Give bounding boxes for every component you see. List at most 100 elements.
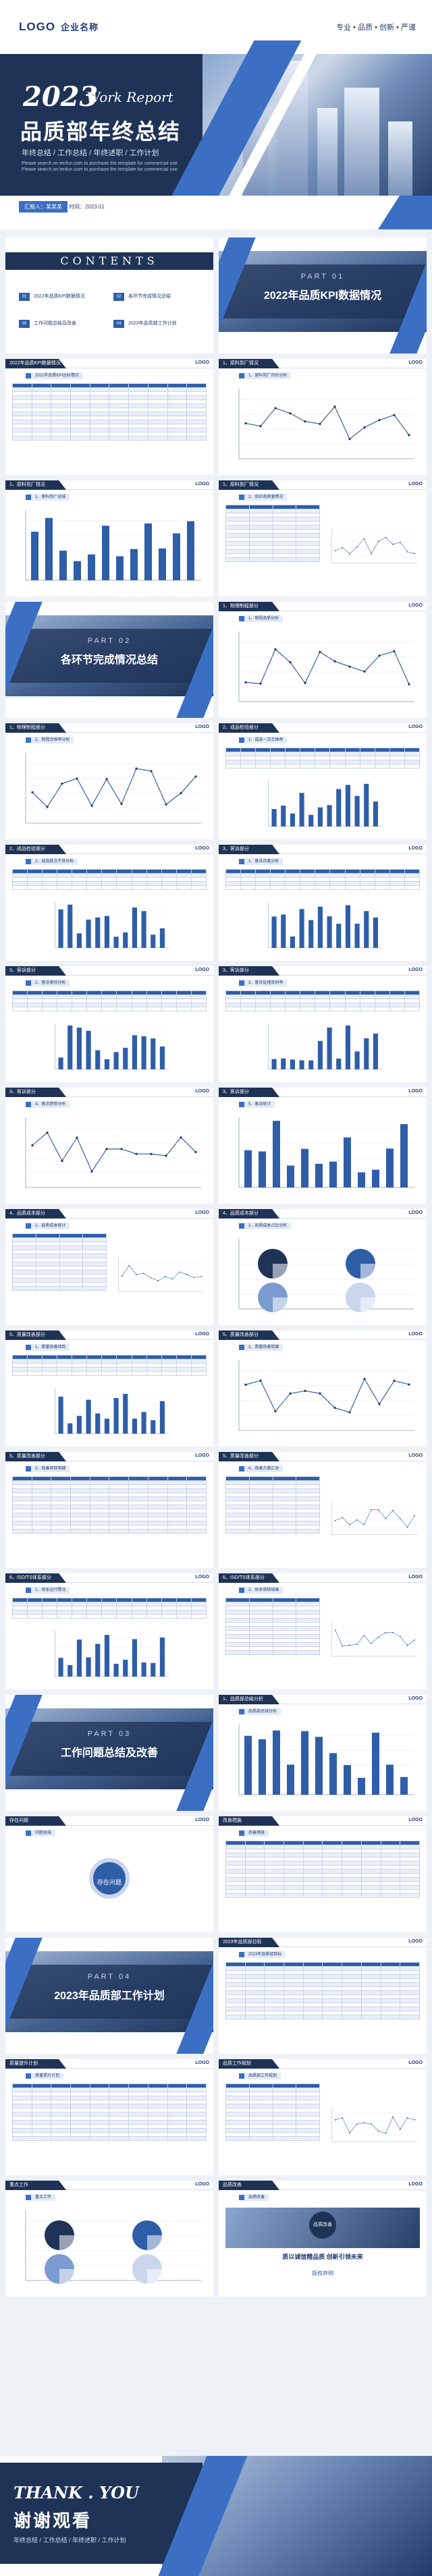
divider-band xyxy=(5,1722,213,1776)
slide-section-label: 3、客诉部分 xyxy=(5,1088,66,1097)
slide-header: 5、质量改善部分 LOGO xyxy=(219,1452,427,1461)
slide-logo: LOGO xyxy=(195,725,209,729)
ending-thank-you: THANK . YOU xyxy=(14,2483,139,2502)
table-row xyxy=(225,1513,320,1517)
table-cell xyxy=(186,2136,207,2141)
chart-point xyxy=(304,1389,306,1393)
slide-subtitle: 2、制程合格率分析 xyxy=(25,737,74,744)
slide-body xyxy=(12,1476,207,1561)
table-row xyxy=(11,1598,207,1602)
slide-body xyxy=(225,383,420,468)
chart-point xyxy=(363,1378,366,1380)
slide-body xyxy=(11,869,207,954)
table-cell xyxy=(72,1007,88,1011)
chart-axis xyxy=(331,2108,418,2143)
slide-section-label: 5、质量改善部分 xyxy=(219,1331,279,1340)
slide-subtitle: 1、制程品质分析 xyxy=(238,615,284,622)
contents-item[interactable]: 01 2022年品质KPI数据情况 xyxy=(19,291,85,302)
slide-body xyxy=(12,748,207,833)
chart-bar xyxy=(287,1764,294,1795)
table-cell xyxy=(225,1650,250,1655)
table-cell xyxy=(296,1650,320,1655)
slide-body xyxy=(225,1841,420,1926)
contents-item-label: 各环节完成情况总结 xyxy=(128,294,171,299)
slide-logo: LOGO xyxy=(195,1332,209,1337)
table-row xyxy=(12,1492,207,1497)
divider-band xyxy=(219,264,427,318)
chart-point xyxy=(393,414,396,416)
table-cell xyxy=(57,1614,73,1619)
table-cell xyxy=(109,1529,130,1534)
contents-title: CONTENTS xyxy=(5,252,213,270)
chart-bar xyxy=(400,1124,408,1187)
chart-bar xyxy=(373,1033,378,1069)
slide-body xyxy=(11,1598,207,1683)
slide-header: 质量提升计划 LOGO xyxy=(5,2059,213,2069)
slide-chart-area xyxy=(225,777,420,833)
chart-point xyxy=(363,1524,365,1525)
table-cell xyxy=(374,885,390,890)
chart-point xyxy=(135,1152,138,1155)
table-cell xyxy=(147,1529,168,1534)
table-row xyxy=(11,1371,207,1376)
table-cell xyxy=(161,1614,177,1619)
table-cell xyxy=(285,885,301,890)
chart-point xyxy=(348,438,351,441)
chart-bar xyxy=(315,1163,323,1187)
slide-header: 6、ISO/TS体系部分 LOGO xyxy=(5,1573,213,1583)
chart-bar xyxy=(141,1411,146,1434)
table-cell xyxy=(264,1893,285,1898)
pie-chart-graphic xyxy=(238,1239,414,1312)
chart-point xyxy=(414,1515,415,1517)
chart-bar xyxy=(273,1121,280,1187)
chart-bar xyxy=(132,1418,137,1434)
chart-point xyxy=(385,1631,387,1633)
table-cell xyxy=(248,1529,273,1534)
chart-bar xyxy=(104,916,109,948)
table-cell xyxy=(51,436,72,441)
slide-section-label: 质量提升计划 xyxy=(5,2059,66,2069)
table-cell xyxy=(57,1371,73,1376)
chart-point xyxy=(179,1271,180,1273)
slide-header: 1、原料到厂情况 LOGO xyxy=(219,359,427,368)
chart-bar xyxy=(116,556,124,580)
slide-subtitle: 3、改善项目明细 xyxy=(25,1465,70,1472)
bar-chart-graphic xyxy=(268,781,383,827)
chart-axis xyxy=(268,1024,383,1070)
table-cell xyxy=(322,1893,343,1898)
report-slide: 3、客诉部分 LOGO 4、客诉趋势分析 xyxy=(5,1088,213,1204)
slide-logo: LOGO xyxy=(408,1089,423,1094)
table-cell xyxy=(225,557,250,562)
chart-bar xyxy=(102,526,109,580)
cover-slide: LOGO 企业名称 专业 • 品质 • 创新 • 严谨 2023 Work Rep… xyxy=(0,0,432,229)
line-chart-graphic xyxy=(331,529,418,564)
table-cell xyxy=(302,1893,323,1898)
slide-section-label: 6、ISO/TS体系部分 xyxy=(5,1573,66,1583)
contents-item-number: 04 xyxy=(113,320,124,328)
table-cell xyxy=(248,557,273,562)
chart-bar xyxy=(271,1059,277,1069)
contents-item[interactable]: 04 2023年品质部工作计划 xyxy=(113,318,177,329)
report-slide: 存在问题 LOGO 问题总结 存在问题 xyxy=(5,1816,213,1932)
table-cell xyxy=(225,2015,246,2019)
chart-point xyxy=(128,1264,130,1266)
company-name: 企业名称 xyxy=(61,22,99,32)
slide-logo: LOGO xyxy=(195,1818,209,1822)
data-table xyxy=(11,869,207,890)
chart-bar xyxy=(273,1730,280,1795)
chart-bar xyxy=(301,1148,308,1187)
slide-header: 1、物理制程部分 LOGO xyxy=(219,602,427,611)
contents-item[interactable]: 03 工作问题总结及改善 xyxy=(19,318,76,329)
slide-body xyxy=(225,626,420,711)
table-cell xyxy=(284,1893,304,1898)
chart-point xyxy=(406,1644,408,1646)
chart-bar xyxy=(287,1165,294,1187)
report-slide: 3、客诉部分 LOGO 5、客诉统计 xyxy=(219,1088,427,1204)
data-table xyxy=(12,1233,107,1291)
contents-item[interactable]: 02 各环节完成情况总结 xyxy=(113,291,171,302)
table-cell xyxy=(344,764,360,768)
cover-logo: LOGO 企业名称 xyxy=(19,20,99,34)
table-cell xyxy=(300,885,316,890)
chart-point xyxy=(356,546,358,548)
slide-body xyxy=(225,1355,420,1440)
